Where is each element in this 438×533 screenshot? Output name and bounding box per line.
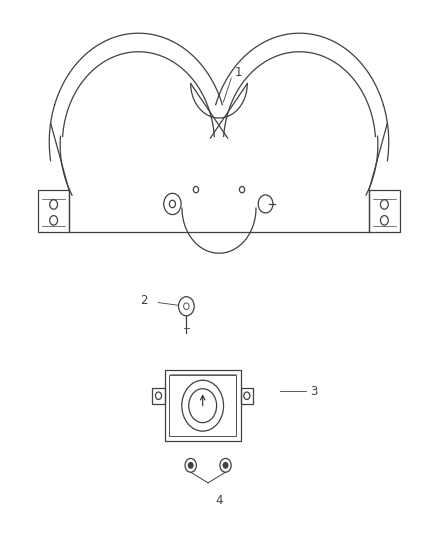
Circle shape bbox=[223, 463, 228, 468]
Bar bbox=[369, 190, 399, 232]
Bar bbox=[241, 388, 253, 403]
Text: 2: 2 bbox=[140, 294, 147, 308]
Text: 1: 1 bbox=[234, 67, 242, 79]
Circle shape bbox=[188, 463, 193, 468]
Text: 4: 4 bbox=[215, 495, 223, 507]
Bar bbox=[169, 375, 237, 436]
Bar bbox=[165, 370, 241, 441]
Text: 3: 3 bbox=[311, 385, 318, 398]
Bar bbox=[39, 190, 69, 232]
Bar bbox=[152, 388, 165, 403]
